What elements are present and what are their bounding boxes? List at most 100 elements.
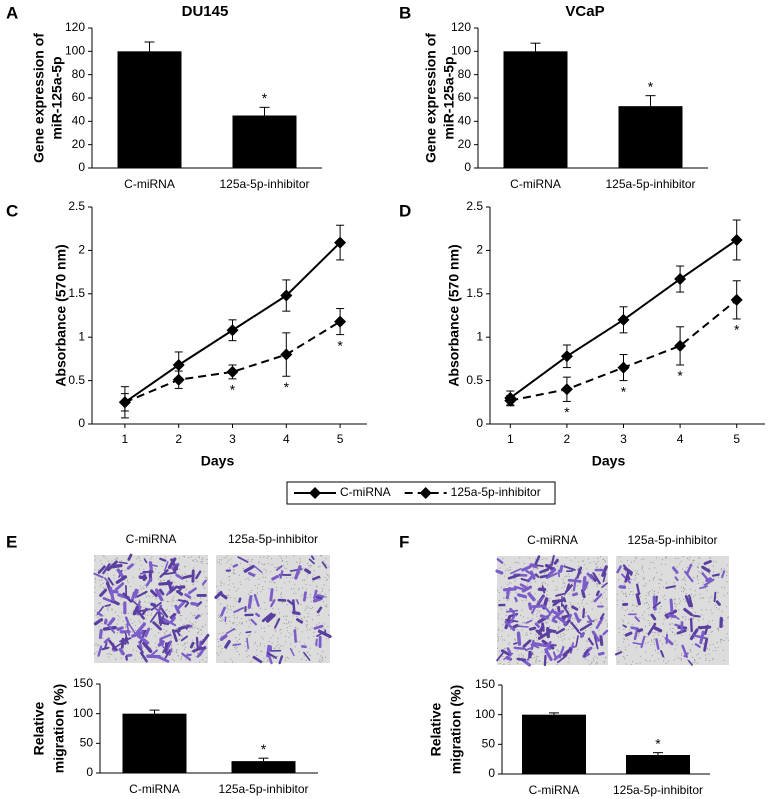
micrograph-speck [718,626,720,628]
micrograph-speck [204,624,206,626]
micrograph-speck [259,556,261,558]
y-tick-label: 100 [73,706,93,720]
micrograph-speck [287,658,289,660]
micrograph-speck [561,614,563,616]
micrograph-speck [177,655,179,657]
micrograph-speck [584,649,586,651]
micrograph-speck [201,639,203,641]
micrograph-speck [259,607,261,609]
micrograph-speck [662,623,664,625]
micrograph-speck [251,589,253,591]
micrograph-speck [103,615,105,617]
micrograph-speck [689,588,691,590]
cell [655,638,660,650]
micrograph-speck [552,643,554,645]
micrograph-speck [635,556,637,558]
micrograph-speck [160,579,162,581]
micrograph-speck [642,585,644,587]
cell [144,627,151,638]
micrograph [216,555,330,663]
micrograph-speck [150,607,152,609]
micrograph-speck [179,638,181,640]
micrograph-speck [202,626,204,628]
micrograph-speck [233,569,235,571]
micrograph-speck [250,591,252,593]
cell [220,606,226,617]
micrograph-speck [595,567,597,569]
micrograph-speck [681,658,683,660]
micrograph-speck [586,568,588,570]
micrograph-speck [121,612,123,614]
y-tick-label: 2 [78,243,85,257]
micrograph-speck [324,656,326,658]
micrograph-speck [638,582,640,584]
micrograph-speck [659,579,661,581]
marker [504,394,517,407]
micrograph-speck [519,557,521,559]
micrograph-speck [280,632,282,634]
micrograph-speck [640,596,642,598]
micrograph-speck [217,638,219,640]
micrograph-speck [508,661,510,663]
cell [705,577,712,582]
micrograph-speck [163,614,165,616]
micrograph-speck [676,644,678,646]
micrograph-speck [200,561,202,563]
micrograph-speck [121,581,123,583]
cell [159,557,167,562]
micrograph-speck [267,659,269,661]
micrograph-speck [717,647,719,649]
x-tick-label: C-miRNA [510,177,561,191]
micrograph-speck [178,655,180,657]
micrograph-speck [134,659,136,661]
micrograph-speck [624,646,626,648]
cell [286,599,295,606]
cell [688,594,694,608]
micrograph-speck [320,555,322,557]
micrograph-speck [225,557,227,559]
micrograph-speck [595,583,597,585]
micrograph-speck [574,618,576,620]
micrograph-speck [687,629,689,631]
micrograph-speck [651,640,653,642]
cell [109,586,115,602]
micrograph-speck [154,635,156,637]
cell [99,588,108,597]
micrograph-speck [687,659,689,661]
micrograph-speck [139,622,141,624]
micrograph-speck [175,613,177,615]
cell [269,588,274,602]
micrograph-speck [286,615,288,617]
micrograph-speck [305,588,307,590]
micrograph-speck [504,648,506,650]
micrograph-speck [694,611,696,613]
micrograph-speck [241,618,243,620]
micrograph-speck [172,658,174,660]
micrograph-speck [251,660,253,662]
micrograph-speck [723,568,725,570]
cell [504,620,516,632]
micrograph-speck [320,577,322,579]
micrograph-speck [658,611,660,613]
cell [582,576,587,592]
chart-title: VCaP [565,3,604,20]
micrograph-speck [246,650,248,652]
micrograph-speck [171,605,173,607]
micrograph-speck [321,590,323,592]
y-tick-label: 100 [475,707,495,721]
micrograph-speck [583,564,585,566]
micrograph-speck [249,634,251,636]
cell [632,641,642,645]
micrograph-speck [680,560,682,562]
micrograph-speck [624,638,626,640]
y-tick-label: 0 [78,416,85,430]
micrograph-speck [108,653,110,655]
micrograph-speck [505,615,507,617]
micrograph-speck [544,571,546,573]
cell [177,599,188,603]
micrograph-speck [154,602,156,604]
cell [561,614,571,619]
micrograph-speck [566,629,568,631]
micrograph-speck [710,631,712,633]
micrograph-speck [578,606,580,608]
